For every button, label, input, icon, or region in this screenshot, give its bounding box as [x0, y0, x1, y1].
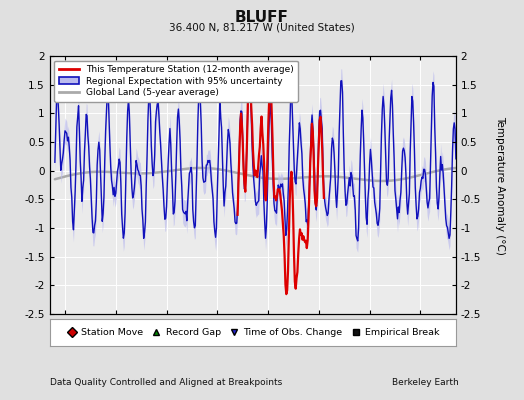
Y-axis label: Temperature Anomaly (°C): Temperature Anomaly (°C) [495, 116, 505, 254]
Text: 36.400 N, 81.217 W (United States): 36.400 N, 81.217 W (United States) [169, 22, 355, 32]
Text: Berkeley Earth: Berkeley Earth [392, 378, 458, 387]
Legend: This Temperature Station (12-month average), Regional Expectation with 95% uncer: This Temperature Station (12-month avera… [54, 60, 298, 102]
Text: BLUFF: BLUFF [235, 10, 289, 25]
Text: Data Quality Controlled and Aligned at Breakpoints: Data Quality Controlled and Aligned at B… [50, 378, 282, 387]
Legend: Station Move, Record Gap, Time of Obs. Change, Empirical Break: Station Move, Record Gap, Time of Obs. C… [64, 326, 442, 339]
